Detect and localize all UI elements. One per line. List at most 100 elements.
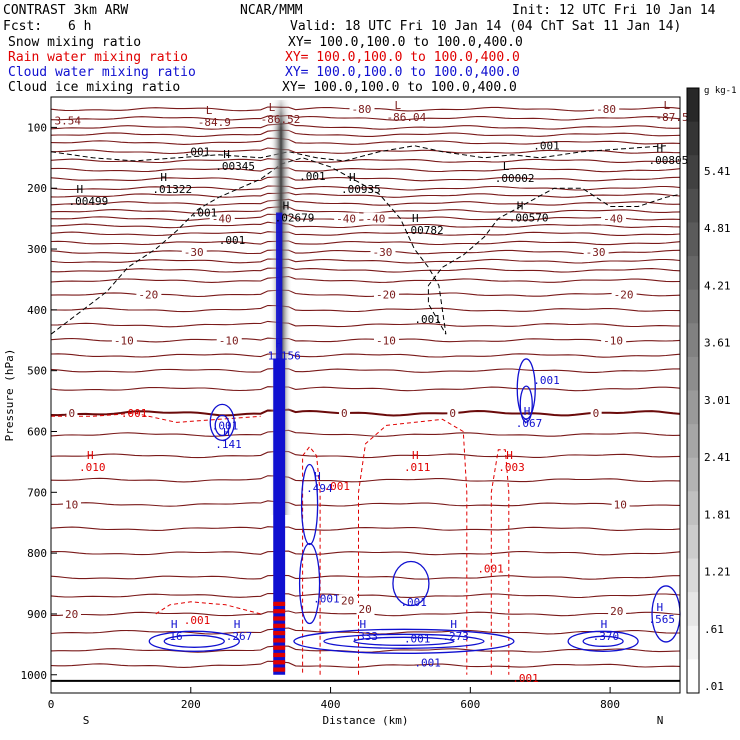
colorbar-cell bbox=[687, 390, 699, 425]
isotherm-line bbox=[50, 114, 681, 121]
x-tick-label: 0 bbox=[48, 698, 55, 711]
extremum-mark: H bbox=[234, 618, 241, 631]
extremum-mark: H bbox=[412, 212, 419, 225]
cloud-water-contour bbox=[163, 634, 225, 648]
contour-value-label: .001 bbox=[299, 170, 326, 183]
extremum-mark: H bbox=[171, 618, 178, 631]
isotherm-line bbox=[50, 574, 680, 580]
rain-column-segment bbox=[273, 667, 286, 672]
extremum-mark: H bbox=[517, 200, 524, 213]
x-axis-label: Distance (km) bbox=[322, 714, 408, 727]
extremum-mark: H bbox=[223, 148, 230, 161]
extremum-value: -86.52 bbox=[261, 113, 301, 126]
y-tick-label: 100 bbox=[27, 121, 47, 134]
colorbar-label: .61 bbox=[704, 623, 724, 636]
extremum-value: .273 bbox=[442, 630, 469, 643]
isotherm-line bbox=[50, 337, 681, 343]
cloud-water-contour bbox=[293, 628, 515, 654]
colorbar-cell bbox=[687, 491, 699, 526]
extremum-value: .00935 bbox=[341, 183, 381, 196]
extremum-mark: H bbox=[283, 200, 290, 213]
colorbar-cell bbox=[687, 323, 699, 358]
label-background bbox=[62, 607, 81, 620]
temperature-label: -80 bbox=[596, 103, 616, 116]
temperature-label: 20 bbox=[341, 595, 354, 608]
extremum-mark: H bbox=[412, 449, 419, 462]
colorbar-cell bbox=[687, 222, 699, 257]
isotherm-line bbox=[50, 158, 681, 164]
extremum-value: .02679 bbox=[275, 212, 315, 225]
rain-column-segment bbox=[273, 623, 286, 628]
contour-value-label: .001 bbox=[400, 596, 427, 609]
temperature-label: -40 bbox=[366, 213, 386, 226]
cloud-water-contours bbox=[148, 358, 681, 654]
x-tick-label: 800 bbox=[600, 698, 620, 711]
rain-column-segment bbox=[273, 652, 286, 658]
model-title: CONTRAST 3km ARW bbox=[3, 3, 129, 18]
extremum-mark: H bbox=[314, 470, 321, 483]
colorbar-label: 4.81 bbox=[704, 222, 731, 235]
colorbar-label: 1.21 bbox=[704, 566, 731, 579]
label-background bbox=[611, 498, 630, 511]
contour-value-label: .001 bbox=[212, 419, 239, 432]
center-title: NCAR/MMM bbox=[240, 3, 303, 18]
temperature-label: -10 bbox=[114, 334, 134, 347]
rain-column-segment bbox=[273, 645, 286, 650]
y-tick-label: 900 bbox=[27, 608, 47, 621]
temperature-label: 0 bbox=[449, 407, 456, 420]
contour-value-label: .001 bbox=[121, 407, 148, 420]
extremum-mark: H bbox=[657, 142, 664, 155]
isotherm-line bbox=[50, 627, 681, 635]
cloud-water-contour bbox=[298, 542, 321, 625]
extremum-mark: H bbox=[76, 183, 83, 196]
isotherm-line bbox=[50, 221, 681, 229]
extremum-mark: L bbox=[664, 99, 671, 112]
extremum-value: .16 bbox=[163, 630, 183, 643]
label-background bbox=[583, 246, 609, 259]
extremum-value: .00345 bbox=[215, 160, 255, 173]
colorbar: 5.41 4.81 4.21 3.61 3.01 2.41 1.81 1.21 .61 .01 g … bbox=[686, 86, 737, 694]
label-background bbox=[370, 246, 396, 259]
rain-column-segment bbox=[273, 660, 286, 665]
isotherm-line bbox=[50, 122, 681, 130]
contour-value-label: .001 bbox=[219, 234, 246, 247]
colorbar-label: .01 bbox=[704, 680, 724, 693]
isotherm-line bbox=[50, 167, 681, 173]
rain-contour bbox=[302, 445, 321, 675]
label-background bbox=[334, 212, 360, 225]
label-background bbox=[356, 603, 375, 616]
label-background bbox=[447, 407, 459, 420]
cloud-water-contour bbox=[300, 463, 319, 546]
contour-value-label: .001 bbox=[512, 672, 539, 685]
contour-value-label: .001 bbox=[533, 140, 560, 153]
label-background bbox=[590, 407, 602, 420]
temperature-label: -30 bbox=[184, 246, 204, 259]
temperature-label: -10 bbox=[376, 334, 396, 347]
temperature-label: -20 bbox=[614, 289, 634, 302]
temperature-label: -80 bbox=[352, 103, 372, 116]
extremum-mark: H bbox=[360, 618, 367, 631]
label-background bbox=[594, 103, 620, 116]
isotherm-line bbox=[50, 550, 681, 556]
isotherm-line bbox=[50, 408, 681, 417]
label-background bbox=[181, 246, 207, 259]
colorbar-cell bbox=[687, 659, 699, 694]
temperature-label: -20 bbox=[138, 289, 158, 302]
y-tick-label: 300 bbox=[27, 243, 47, 256]
temperature-label: 20 bbox=[65, 608, 78, 621]
colorbar-label: 3.01 bbox=[704, 394, 731, 407]
label-background bbox=[339, 594, 358, 607]
temperature-label: -10 bbox=[603, 334, 623, 347]
cloud-water-contour bbox=[582, 635, 624, 647]
rain-column-segment bbox=[273, 616, 286, 621]
extremum-value: .267 bbox=[226, 630, 253, 643]
extremum-mark: H bbox=[87, 449, 94, 462]
colorbar-cell bbox=[687, 356, 699, 391]
colorbar-cell bbox=[687, 524, 699, 560]
extremum-mark: H bbox=[276, 338, 283, 351]
temperature-label: -40 bbox=[336, 213, 356, 226]
extremum-mark: H bbox=[349, 171, 356, 184]
label-background bbox=[601, 334, 627, 347]
cloud-water-contour bbox=[392, 560, 430, 607]
